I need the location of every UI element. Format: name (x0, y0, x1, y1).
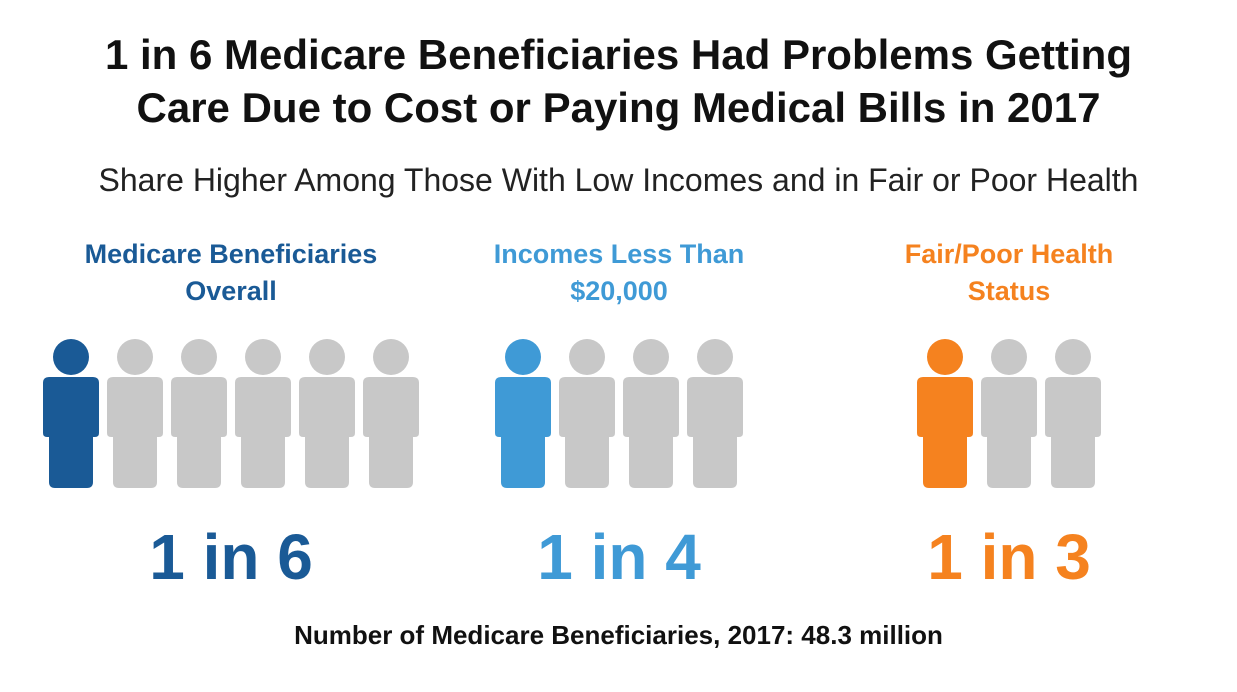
person-icon (495, 339, 551, 488)
icon-body (981, 377, 1037, 488)
icon-head (927, 339, 963, 375)
group-label: Incomes Less Than $20,000 (493, 239, 745, 306)
icon-head (373, 339, 409, 375)
icon-body (171, 377, 227, 488)
icon-body (687, 377, 743, 488)
icon-head (633, 339, 669, 375)
icon-body (43, 377, 99, 488)
subtitle: Share Higher Among Those With Low Income… (98, 162, 1139, 198)
group-stat: 1 in 6 (149, 521, 313, 593)
icon-body (495, 377, 551, 488)
person-icon (559, 339, 615, 488)
person-icon (981, 339, 1037, 488)
icon-head (181, 339, 217, 375)
icon-body (299, 377, 355, 488)
group-stat: 1 in 4 (537, 521, 701, 593)
group-label: Fair/Poor Health Status (904, 239, 1114, 306)
title: 1 in 6 Medicare Beneficiaries Had Proble… (104, 31, 1132, 131)
icon-body (107, 377, 163, 488)
person-icon (171, 339, 227, 488)
footer: Number of Medicare Beneficiaries, 2017: … (294, 620, 943, 650)
icon-body (363, 377, 419, 488)
icon-head (245, 339, 281, 375)
person-icon (363, 339, 419, 488)
icon-head (53, 339, 89, 375)
icon-head (1055, 339, 1091, 375)
icon-body (559, 377, 615, 488)
person-icon (917, 339, 973, 488)
person-icon (1045, 339, 1101, 488)
icon-body (623, 377, 679, 488)
person-icon (107, 339, 163, 488)
person-icon (687, 339, 743, 488)
icon-head (569, 339, 605, 375)
group-label: Medicare Beneficiaries Overall (84, 239, 378, 306)
icon-body (917, 377, 973, 488)
icon-head (697, 339, 733, 375)
icon-head (505, 339, 541, 375)
icon-body (1045, 377, 1101, 488)
person-icon (623, 339, 679, 488)
icon-body (235, 377, 291, 488)
person-icon (299, 339, 355, 488)
person-icon (43, 339, 99, 488)
icon-head (117, 339, 153, 375)
icon-head (991, 339, 1027, 375)
person-icon (235, 339, 291, 488)
icon-head (309, 339, 345, 375)
group-stat: 1 in 3 (927, 521, 1091, 593)
